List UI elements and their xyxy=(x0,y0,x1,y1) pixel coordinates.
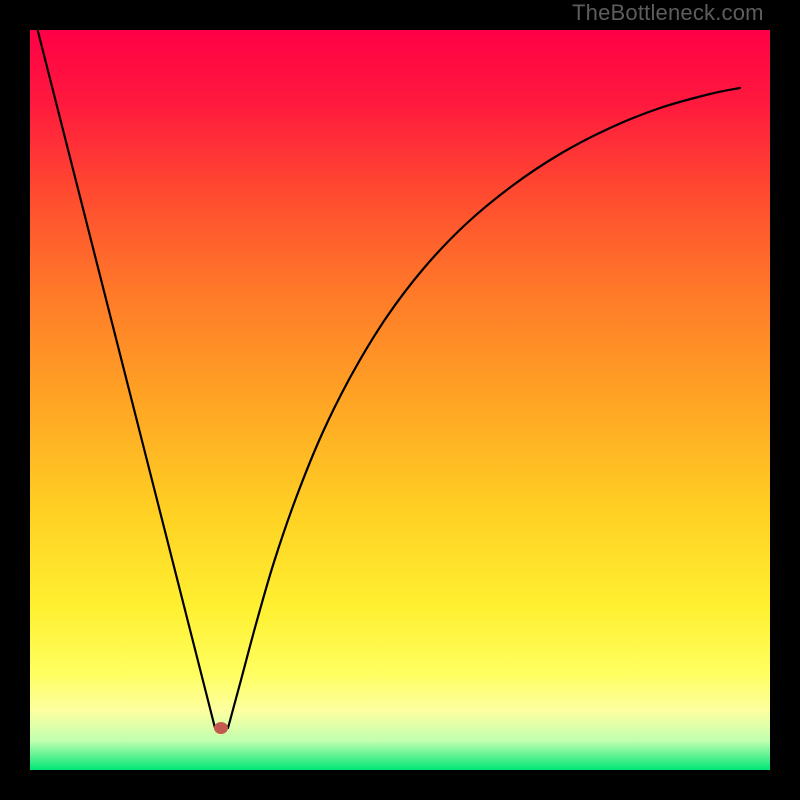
watermark-text: TheBottleneck.com xyxy=(572,0,764,26)
minimum-marker xyxy=(214,722,228,734)
plot-background-gradient xyxy=(30,30,770,770)
bottleneck-chart xyxy=(0,0,800,800)
